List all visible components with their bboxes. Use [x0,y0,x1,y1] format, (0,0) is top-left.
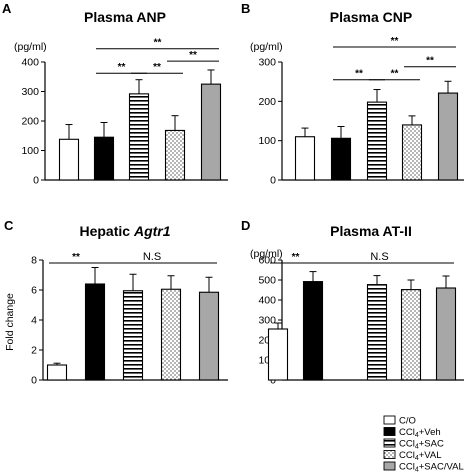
bar-2 [330,137,352,181]
significance-label: ** [391,69,399,80]
significance-label: N.S [143,251,161,263]
y-tick-label: 300 [258,315,276,327]
legend-label: CCl4+VAL [399,450,442,462]
bar-5 [198,291,220,381]
panel-b: B Plasma CNP (pg/ml) 0 100 200 300 ** ** ** ** [241,1,464,187]
legend-swatch [383,415,396,425]
bar-3 [122,290,144,381]
panel-title-a: Plasma ANP [84,9,166,25]
title-c-part-1: Agtr1 [133,223,171,239]
y-tick-label: 4 [31,315,37,327]
panel-letter-a: A [2,1,12,16]
y-tick-label: 0 [33,175,39,187]
significance-label: ** [391,36,399,47]
plot-c: 0 2 4 6 8 ** N.S [31,251,228,387]
y-tick-label: 300 [21,86,39,98]
y-tick-label: 200 [21,116,39,128]
y-tick-label: 0 [270,175,276,187]
legend-swatch [383,461,396,471]
y-tick-label: 0 [31,375,37,387]
bar-2 [302,281,324,381]
y-tick-label: 400 [258,295,276,307]
panel-c: C Hepatic Agtr1 Fold change 0 2 4 6 8 ** N.S [4,218,228,387]
y-tick-label: 500 [258,275,276,287]
bar-4 [164,129,186,181]
y-tick-label: 400 [21,57,39,69]
panel-title-d: Plasma AT-II [330,223,412,239]
significance-label: ** [292,252,300,263]
y-tick-label: 200 [258,96,276,108]
legend-label: CCl4+Veh [399,427,441,439]
bar-2 [84,283,106,381]
y-tick-label: 300 [258,57,276,69]
significance-label: N.S [370,251,388,263]
panel-letter-c: C [4,218,14,233]
significance-label: ** [153,62,161,73]
plot-d: 0100200300400500600**N.S [258,251,464,387]
panel-title-c: Hepatic Agtr1 [79,223,170,239]
legend-label: CCl4+SAC/VAL [399,462,464,474]
bar-1 [294,136,316,181]
significance-label: ** [426,56,434,67]
bar-3 [128,93,150,181]
bar-3 [366,101,388,181]
bar-1 [267,328,289,381]
y-tick-label: 100 [21,145,39,157]
bar-4 [160,288,182,381]
unit-label-a: (pg/ml) [14,41,47,53]
y-tick-label: 600 [258,255,276,267]
legend-label: CCl4+SAC [399,439,444,451]
bar-4 [401,124,423,181]
y-axis-label-c: Fold change [4,293,16,351]
panel-d: D Plasma AT-II (pg/ml) 01002003004005006… [241,218,464,387]
panel-letter-d: D [241,218,250,233]
plot-b: 0 100 200 300 ** ** ** ** [258,36,464,187]
bar-1 [46,364,68,381]
y-tick-label: 8 [31,255,37,267]
bar-2 [93,136,115,181]
unit-label-b: (pg/ml) [250,41,283,53]
panel-title-b: Plasma CNP [330,9,412,25]
significance-label: ** [154,38,162,49]
significance-label: ** [72,252,80,263]
legend-swatch [383,450,396,459]
bar-1 [58,138,80,181]
bar-4 [400,289,422,381]
title-c-part-0: Hepatic [79,223,133,239]
plot-a: 0 100 200 300 400 ** ** ** ** [21,38,228,187]
panel-letter-b: B [241,1,250,16]
legend-label: C/O [399,416,416,427]
bar-5 [200,83,222,181]
bar-5 [435,287,457,381]
panel-a: A Plasma ANP (pg/ml) 0 100 200 300 400 ** ** **… [2,1,228,187]
significance-label: ** [189,50,197,61]
legend-swatch [383,438,396,448]
significance-label: ** [355,69,363,80]
bar-3 [366,284,388,381]
unit-label-d: (pg/ml) [250,248,283,260]
y-tick-label: 6 [31,285,37,297]
bar-5 [437,92,459,181]
significance-label: ** [118,62,126,73]
y-tick-label: 2 [31,345,37,357]
y-tick-label: 100 [258,135,276,147]
legend-swatch [383,427,396,436]
